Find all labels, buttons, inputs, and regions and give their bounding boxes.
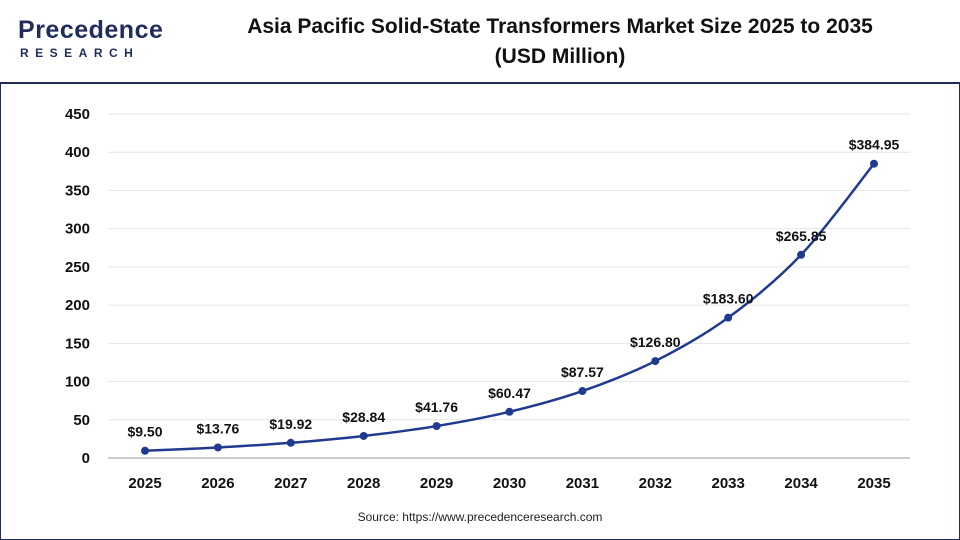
data-label: $41.76 (415, 399, 458, 415)
header: Precedence RESEARCH Asia Pacific Solid-S… (0, 0, 960, 84)
x-tick-label: 2028 (347, 475, 380, 492)
data-point (432, 422, 441, 431)
data-label: $87.57 (561, 364, 604, 380)
data-point (505, 407, 514, 416)
x-tick-label: 2033 (712, 475, 745, 492)
y-tick-label: 450 (65, 106, 90, 123)
data-label: $183.60 (703, 291, 754, 307)
y-tick-label: 250 (65, 259, 90, 276)
y-tick-label: 200 (65, 297, 90, 314)
x-tick-label: 2032 (639, 475, 672, 492)
data-point (578, 387, 587, 396)
x-tick-label: 2030 (493, 475, 526, 492)
brand-letter: P (18, 16, 36, 44)
x-tick-label: 2025 (128, 475, 161, 492)
data-label: $384.95 (849, 137, 900, 153)
data-label: $13.76 (196, 420, 239, 436)
line-chart: 0 50 100 150 200 250 300 350 400 450 2025 2026 2027 2… (65, 106, 910, 492)
data-label: $28.84 (342, 409, 385, 425)
brand-name-top: Precedence (18, 16, 163, 45)
data-label: $126.80 (630, 334, 681, 350)
x-tick-label: 2027 (274, 475, 307, 492)
data-label: $60.47 (488, 385, 531, 401)
data-point (213, 443, 222, 452)
y-tick-label: 300 (65, 221, 90, 238)
x-tick-label: 2035 (857, 475, 890, 492)
y-tick-label: 100 (65, 374, 90, 391)
data-label: $9.50 (127, 424, 162, 440)
data-point (724, 313, 733, 322)
data-point (651, 357, 660, 366)
y-tick-label: 400 (65, 144, 90, 161)
title-line-1: Asia Pacific Solid-State Transformers Ma… (247, 15, 873, 38)
title-line-2: (USD Million) (494, 45, 626, 68)
data-point (359, 431, 368, 440)
chart-title: Asia Pacific Solid-State Transformers Ma… (170, 12, 950, 72)
y-tick-label: 0 (82, 450, 90, 467)
x-tick-label: 2026 (201, 475, 234, 492)
source-note: Source: https://www.precedenceresearch.c… (357, 510, 603, 524)
data-point (286, 438, 295, 447)
brand-logo: Precedence RESEARCH (18, 16, 168, 66)
data-point (870, 159, 878, 168)
data-label: $19.92 (269, 416, 312, 432)
x-tick-label: 2034 (784, 475, 818, 492)
brand-word: recedence (35, 16, 164, 44)
x-tick-label: 2029 (420, 475, 453, 492)
x-tick-label: 2031 (566, 475, 599, 492)
data-label: $265.85 (776, 228, 827, 244)
data-point (797, 250, 806, 259)
y-tick-label: 150 (65, 335, 90, 352)
y-tick-label: 50 (73, 412, 90, 429)
series-line (144, 162, 875, 452)
data-point (141, 446, 149, 455)
y-tick-label: 350 (65, 182, 90, 199)
brand-name-bottom: RESEARCH (20, 46, 140, 60)
